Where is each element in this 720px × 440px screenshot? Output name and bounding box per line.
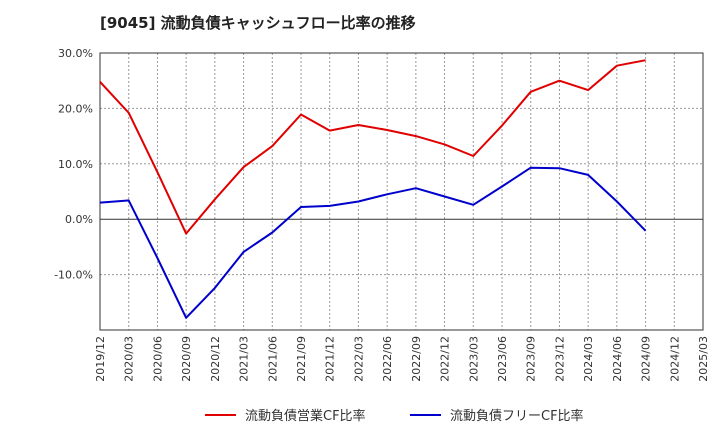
x-tick-label: 2022/03: [352, 336, 365, 382]
x-tick-label: 2020/09: [180, 336, 193, 382]
x-tick-label: 2023/03: [467, 336, 480, 382]
x-tick-label: 2024/12: [668, 336, 681, 382]
x-tick-label: 2022/06: [381, 336, 394, 382]
x-tick-label: 2019/12: [94, 336, 107, 382]
x-tick-label: 2024/03: [582, 336, 595, 382]
x-tick-label: 2023/09: [525, 336, 538, 382]
x-tick-label: 2025/03: [697, 336, 710, 382]
x-tick-label: 2022/12: [439, 336, 452, 382]
plot-border: [99, 52, 704, 331]
x-tick-label: 2024/09: [640, 336, 653, 382]
y-tick-label: 30.0%: [58, 47, 93, 60]
series-line-1: [99, 59, 646, 235]
x-tick-label: 2022/09: [410, 336, 423, 382]
x-tick-label: 2020/12: [209, 336, 222, 382]
x-tick-label: 2021/09: [295, 336, 308, 382]
x-tick-label: 2021/12: [324, 336, 337, 382]
chart-title: [9045] 流動負債キャッシュフロー比率の推移: [100, 14, 416, 32]
y-tick-label: -10.0%: [54, 269, 93, 282]
series-line-2: [99, 166, 647, 319]
y-tick-label: 10.0%: [58, 158, 93, 171]
x-tick-label: 2023/06: [496, 336, 509, 382]
y-tick-label: 0.0%: [65, 213, 93, 226]
x-tick-label: 2024/06: [611, 336, 624, 382]
legend-label-1: 流動負債営業CF比率: [245, 408, 366, 424]
y-tick-label: 20.0%: [58, 102, 93, 115]
x-tick-label: 2020/03: [123, 336, 136, 382]
x-tick-label: 2021/03: [238, 336, 251, 382]
x-tick-label: 2023/12: [553, 336, 566, 382]
x-tick-label: 2020/06: [151, 336, 164, 382]
x-tick-label: 2021/06: [266, 336, 279, 382]
legend-label-2: 流動負債フリーCF比率: [450, 408, 584, 424]
